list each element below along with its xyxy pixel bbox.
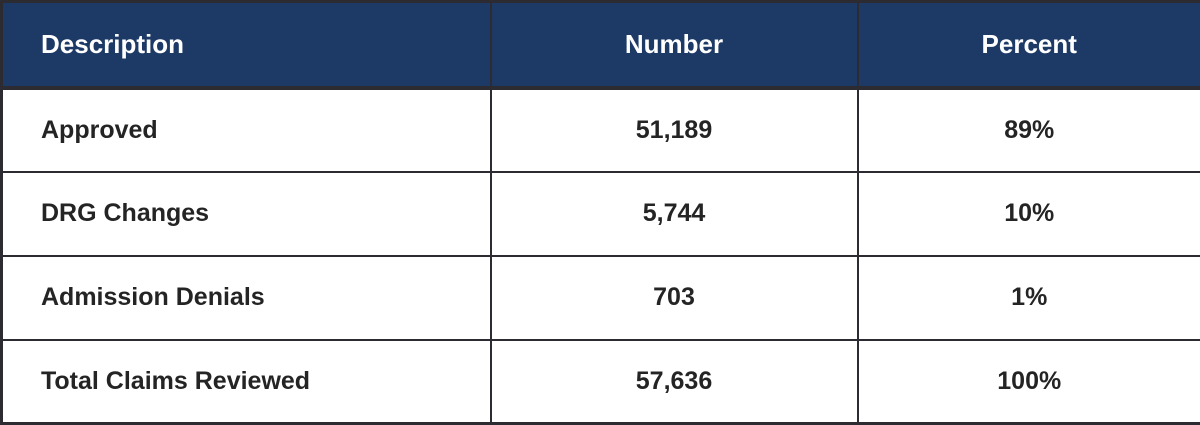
- cell-percent: 10%: [856, 170, 1200, 257]
- header-cell-description: Description: [0, 0, 492, 90]
- table-row-approved: Approved 51,189 89%: [0, 86, 1200, 173]
- cell-number: 51,189: [489, 86, 859, 173]
- cell-percent: 1%: [856, 254, 1200, 341]
- cell-description: Approved: [0, 86, 492, 173]
- header-cell-percent: Percent: [856, 0, 1200, 90]
- header-row: Description Number Percent: [0, 0, 1200, 90]
- cell-number: 703: [489, 254, 859, 341]
- cell-description: DRG Changes: [0, 170, 492, 257]
- header-cell-number: Number: [489, 0, 859, 90]
- table-row-drg-changes: DRG Changes 5,744 10%: [0, 170, 1200, 257]
- table-row-admission-denials: Admission Denials 703 1%: [0, 254, 1200, 341]
- cell-percent: 89%: [856, 86, 1200, 173]
- cell-description: Admission Denials: [0, 254, 492, 341]
- cell-number: 5,744: [489, 170, 859, 257]
- cell-number: 57,636: [489, 338, 859, 425]
- table-row-total-claims-reviewed: Total Claims Reviewed 57,636 100%: [0, 338, 1200, 425]
- cell-description: Total Claims Reviewed: [0, 338, 492, 425]
- cell-percent: 100%: [856, 338, 1200, 425]
